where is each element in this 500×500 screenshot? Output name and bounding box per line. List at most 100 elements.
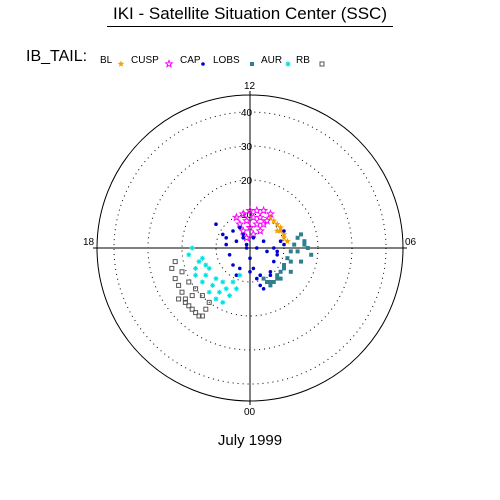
- legend-item-rb: RB: [296, 55, 310, 66]
- data-point-cap: [282, 242, 286, 247]
- data-point-aur: [203, 262, 209, 268]
- data-point-lobs: [268, 280, 273, 284]
- data-point-aur: [233, 286, 239, 292]
- data-point-lobs: [288, 269, 293, 274]
- data-point-cap: [224, 242, 228, 247]
- legend-symbol-cusp: [164, 59, 174, 68]
- data-point-cap: [251, 266, 256, 271]
- data-point-cap: [248, 256, 252, 261]
- data-point-cap: [258, 273, 263, 278]
- legend-text-lobs: LOBS: [213, 55, 240, 66]
- data-point-cap: [275, 249, 280, 254]
- data-point-lobs: [302, 242, 307, 247]
- data-point-lobs: [288, 249, 293, 254]
- data-point-rb: [169, 265, 175, 271]
- legend-text-rb: RB: [296, 55, 310, 66]
- data-point-aur: [203, 272, 209, 278]
- legend-item-cusp: CUSP: [131, 55, 159, 66]
- legend-item-lobs: LOBS: [213, 55, 240, 66]
- data-point-aur: [199, 279, 205, 285]
- data-point-cusp: [252, 219, 262, 229]
- data-point-cap: [282, 229, 286, 233]
- data-point-aur: [213, 276, 219, 282]
- data-point-cusp: [241, 215, 252, 225]
- data-point-rb: [203, 306, 209, 312]
- data-point-cap: [241, 232, 245, 237]
- data-point-aur: [213, 296, 219, 302]
- data-point-aur: [196, 259, 202, 265]
- data-point-cap: [234, 239, 239, 243]
- data-point-rb: [196, 313, 202, 319]
- data-point-cusp: [245, 222, 255, 232]
- data-point-aur: [186, 252, 192, 258]
- data-point-cusp: [238, 209, 248, 218]
- legend-text-cap: CAP: [180, 55, 201, 66]
- data-point-cap: [221, 232, 225, 237]
- legend-text-bl: BL: [100, 55, 113, 66]
- data-point-aur: [220, 279, 226, 285]
- data-point-lobs: [282, 266, 286, 271]
- data-point-rb: [172, 276, 178, 282]
- data-point-aur: [210, 282, 216, 288]
- data-point-rb: [199, 313, 205, 319]
- radial-tick-label: 30: [241, 142, 253, 153]
- data-point-cap: [224, 236, 228, 240]
- data-point-cusp: [258, 205, 269, 215]
- data-point-aur: [223, 286, 229, 292]
- chart-title: IKI - Satellite Situation Center (SSC): [112, 4, 387, 23]
- data-point-rb: [193, 310, 199, 316]
- data-point-rb: [189, 293, 195, 299]
- data-point-cap: [268, 270, 273, 274]
- data-point-cusp: [252, 205, 262, 215]
- data-point-aur: [199, 255, 205, 261]
- data-point-lobs: [295, 235, 300, 240]
- data-point-lobs: [268, 283, 273, 288]
- legend-item-aur: AUR: [261, 55, 282, 66]
- data-point-bl: [267, 213, 274, 221]
- data-point-lobs: [305, 246, 310, 250]
- data-point-rb: [199, 293, 205, 299]
- radial-tick-label: 20: [241, 176, 253, 187]
- data-point-cap: [244, 246, 249, 250]
- data-point-cap: [227, 253, 232, 257]
- angular-label-right: 06: [405, 237, 417, 248]
- data-point-cap: [275, 253, 280, 257]
- data-point-cap: [231, 263, 235, 267]
- data-point-aur: [220, 299, 226, 305]
- data-point-aur: [206, 265, 212, 271]
- data-point-lobs: [299, 232, 303, 237]
- legend-symbol-cap: [201, 62, 205, 66]
- data-point-lobs: [288, 259, 293, 264]
- data-point-lobs: [275, 273, 280, 278]
- data-point-cusp: [231, 212, 242, 222]
- data-point-cap: [265, 249, 269, 254]
- data-point-lobs: [275, 276, 280, 281]
- data-point-cusp: [262, 215, 272, 225]
- data-point-rb: [182, 296, 188, 302]
- chart-caption: July 1999: [217, 432, 283, 449]
- data-point-bl: [277, 227, 284, 234]
- data-point-cap: [261, 239, 266, 243]
- legend-item-cap: CAP: [180, 55, 201, 66]
- data-point-cap: [251, 236, 256, 240]
- data-point-cusp: [245, 205, 255, 215]
- radial-tick-label: 40: [241, 108, 253, 119]
- data-point-bl: [273, 220, 281, 227]
- legend-label: IB_TAIL:: [26, 48, 88, 65]
- data-point-cap: [248, 270, 252, 274]
- legend-item-bl: BL: [100, 55, 112, 66]
- data-point-cap: [272, 259, 276, 264]
- data-point-cusp: [255, 212, 265, 222]
- data-point-cusp: [255, 226, 265, 235]
- data-point-cusp: [248, 229, 259, 239]
- data-point-rb: [179, 269, 185, 275]
- data-point-aur: [230, 279, 236, 285]
- data-point-bl: [273, 227, 281, 234]
- data-point-cap: [258, 283, 263, 288]
- data-point-lobs: [309, 252, 314, 257]
- data-point-cusp: [238, 226, 248, 235]
- data-point-rb: [186, 303, 192, 309]
- data-point-rb: [182, 299, 188, 305]
- data-point-lobs: [278, 269, 283, 274]
